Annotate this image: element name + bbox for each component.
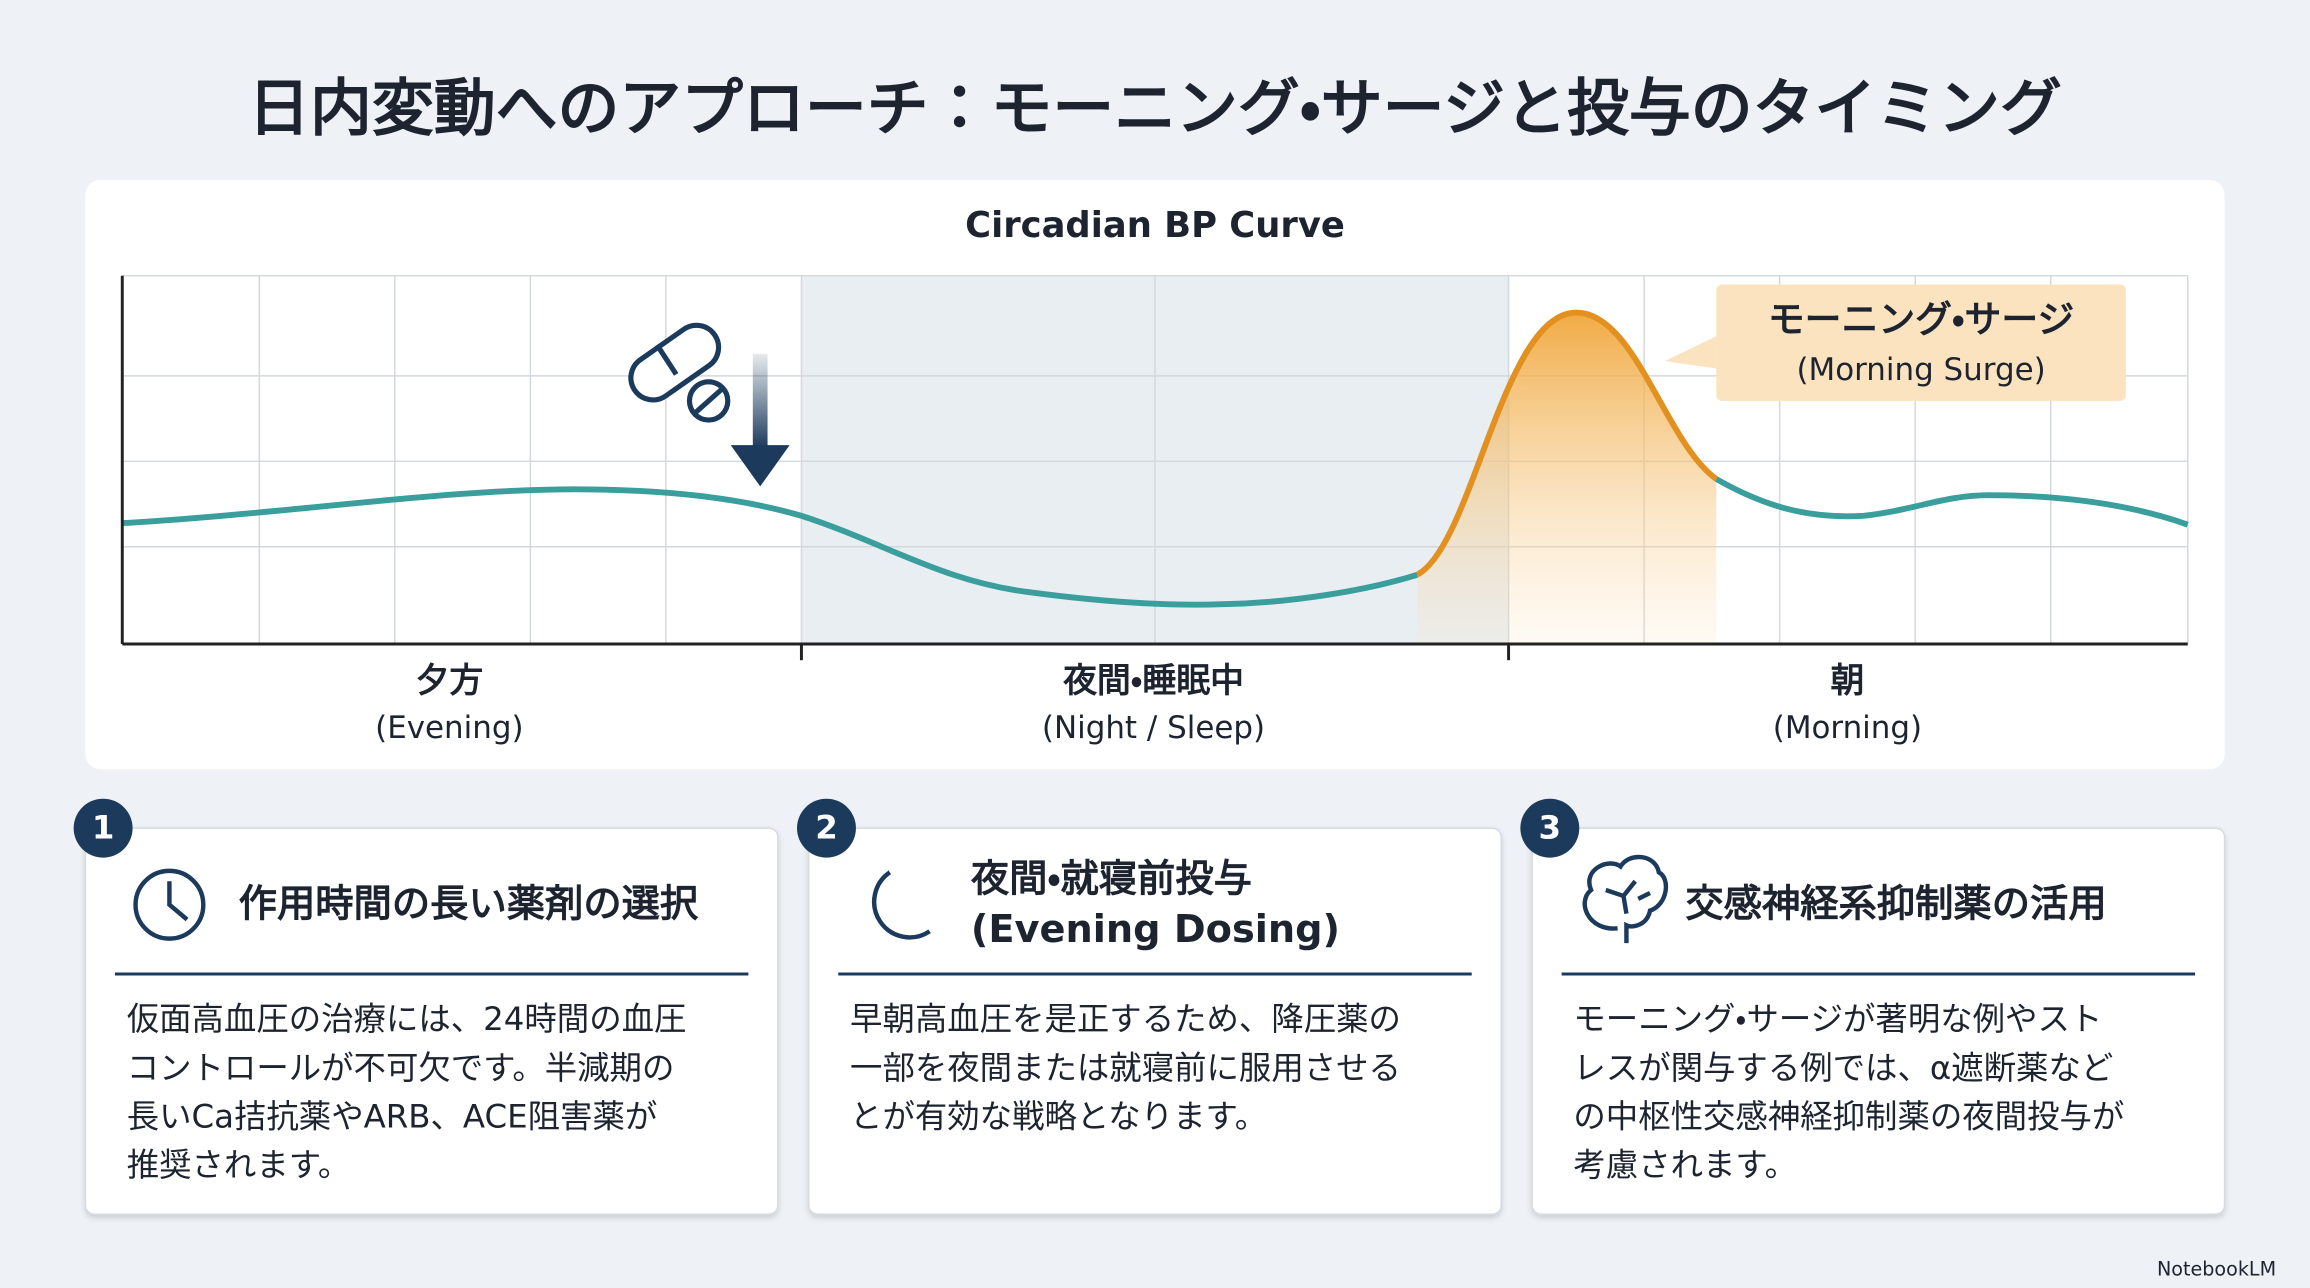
number-badge xyxy=(73,798,133,858)
period-label: 夜間・睡眠中 xyxy=(1062,661,1244,700)
dosing-arrow xyxy=(752,353,768,449)
cards: 1 作用時間の長い薬剤の選択仮面高血圧の治療には、24時間の血圧コントロールが不可… xyxy=(73,798,2226,1215)
bp-curve xyxy=(1714,476,2189,528)
pill-icon xyxy=(628,322,731,423)
callout-sublabel: (Morning Surge) xyxy=(1796,352,2045,388)
card-heading: 夜間・就寝前投与 xyxy=(970,857,1252,902)
card-body-line: レスが関与する例では、α遮断薬など xyxy=(1573,1049,2113,1087)
card-number: 1 xyxy=(92,809,115,847)
surge-fill xyxy=(1417,312,1717,644)
period-label: 朝 xyxy=(1830,661,1864,700)
chart-title: Circadian BP Curve xyxy=(965,205,1345,246)
card xyxy=(84,827,779,1215)
number-badge xyxy=(1520,798,1580,858)
card-body-line: 早朝高血圧を是正するため、降圧薬の xyxy=(850,1000,1401,1038)
card-heading: (Evening Dosing) xyxy=(971,907,1340,952)
card-body-line: とが有効な戦略となります。 xyxy=(850,1097,1267,1135)
card-number: 3 xyxy=(1539,809,1562,847)
card-heading: 交感神経系抑制薬の活用 xyxy=(1685,882,2106,927)
card-body-line: 推奨されます。 xyxy=(127,1146,351,1184)
page-title: 日内変動へのアプローチ：モーニング・サージと投与のタイミング xyxy=(248,72,2062,144)
card-body-line: 長いCa拮抗薬やARB、ACE阻害薬が xyxy=(127,1097,658,1135)
card-body-line: モーニング・サージが著明な例やスト xyxy=(1573,1000,2102,1038)
plot: モーニング・サージ (Morning Surge) 夕方 (Evening) 夜… xyxy=(120,274,2189,746)
card xyxy=(1531,827,2226,1215)
surge-curve xyxy=(1415,309,1719,578)
period-sublabel: (Evening) xyxy=(375,710,523,746)
clock-icon xyxy=(133,868,206,941)
card-body-line: コントロールが不可欠です。半減期の xyxy=(127,1049,675,1087)
callout: モーニング・サージ (Morning Surge) xyxy=(1664,284,2126,401)
dosing-arrowhead xyxy=(730,445,790,487)
period-label: 夕方 xyxy=(415,661,483,700)
card-heading: 作用時間の長い薬剤の選択 xyxy=(239,882,699,927)
card-body-line: の中枢性交感神経抑制薬の夜間投与が xyxy=(1573,1097,2124,1135)
moon-icon xyxy=(871,870,931,940)
brain-icon xyxy=(1582,854,1669,944)
callout-label: モーニング・サージ xyxy=(1768,298,2074,341)
period-sublabel: (Night / Sleep) xyxy=(1042,710,1265,746)
footer-brand: NotebookLM xyxy=(2157,1258,2276,1281)
bp-curve xyxy=(122,486,1419,608)
period-sublabel: (Morning) xyxy=(1773,710,1922,746)
number-badge xyxy=(797,798,856,858)
card-number: 2 xyxy=(815,809,838,847)
card xyxy=(808,827,1502,1215)
card-body-line: 考慮されます。 xyxy=(1573,1146,1797,1184)
card-body-line: 仮面高血圧の治療には、24時間の血圧 xyxy=(127,1000,687,1038)
card-body-line: 一部を夜間または就寝前に服用させる xyxy=(850,1049,1401,1087)
